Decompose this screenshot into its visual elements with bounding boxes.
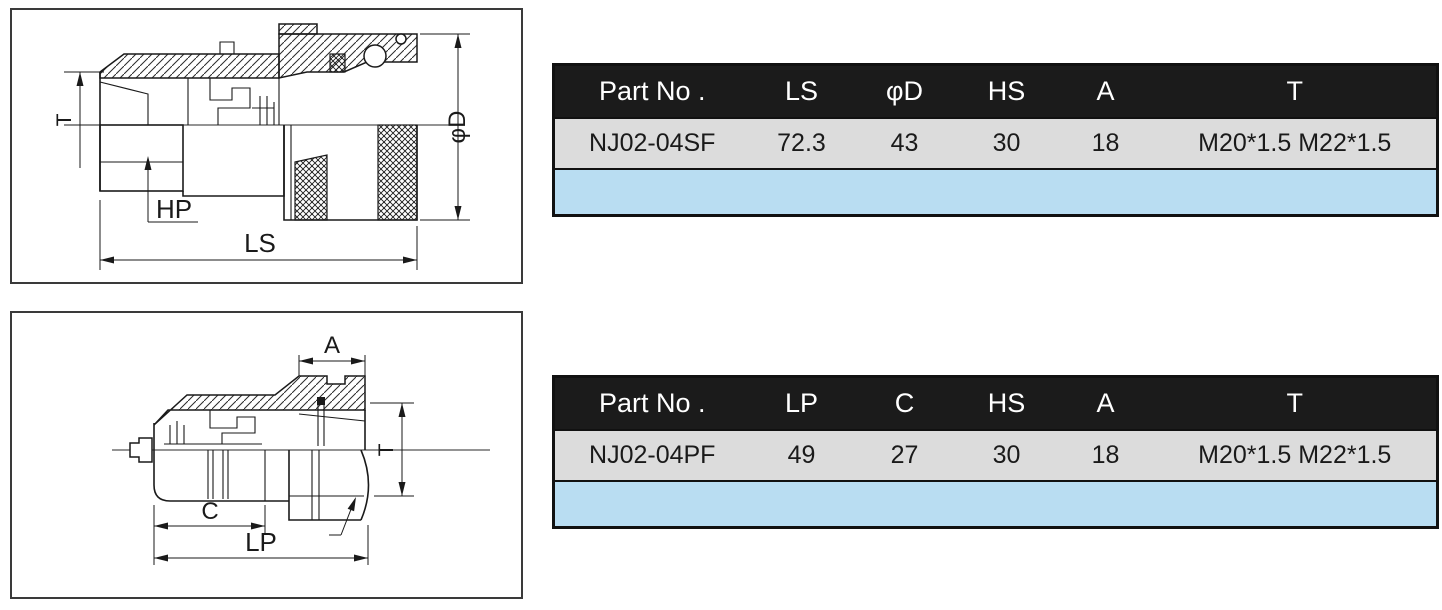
plug-technical-drawing: A T C LP bbox=[112, 332, 490, 565]
socket-col-header-hs: HS bbox=[955, 63, 1058, 119]
socket-dim-phiD: φD bbox=[420, 33, 471, 221]
socket-col-header-t: T bbox=[1153, 63, 1438, 119]
plug-c-value: 27 bbox=[853, 428, 956, 482]
socket-col-header-a: A bbox=[1057, 63, 1154, 119]
socket-dim-HP: HP bbox=[144, 156, 198, 224]
socket-col-header-ls: LS bbox=[749, 63, 854, 119]
dim-label-t2: T bbox=[375, 443, 398, 456]
socket-col-header-part-no: Part No . bbox=[553, 63, 750, 119]
socket-body-outline bbox=[99, 23, 418, 221]
plug-col-header-hs: HS bbox=[955, 375, 1058, 431]
socket-dim-T: T bbox=[53, 71, 104, 168]
plug-col-header-a: A bbox=[1057, 375, 1154, 431]
socket-hs-value: 30 bbox=[955, 116, 1058, 170]
dim-label-ls: LS bbox=[244, 228, 276, 258]
dim-label-hp: HP bbox=[156, 194, 192, 224]
socket-part-no: NJ02-04SF bbox=[553, 116, 750, 170]
plug-lp-value: 49 bbox=[749, 428, 854, 482]
socket-drawing-panel: T HP LS φD bbox=[10, 8, 523, 284]
plug-table-header-row: Part No . LP C HS A T bbox=[553, 375, 1438, 431]
plug-dim-C: C bbox=[153, 498, 266, 565]
socket-table-data-row: NJ02-04SF 72.3 43 30 18 M20*1.5 M22*1.5 bbox=[553, 116, 1438, 170]
plug-table-empty-row bbox=[553, 479, 1438, 529]
plug-col-header-c: C bbox=[853, 375, 956, 431]
plug-dim-A: A bbox=[298, 332, 366, 376]
plug-drawing-panel: A T C LP bbox=[10, 311, 523, 599]
socket-spec-table: Part No . LS φD HS A T NJ02-04SF 72.3 43… bbox=[552, 63, 1439, 217]
dim-label-a: A bbox=[324, 332, 340, 359]
dim-label-phi-d: φD bbox=[444, 111, 471, 144]
socket-table-header-row: Part No . LS φD HS A T bbox=[553, 63, 1438, 119]
plug-col-header-t: T bbox=[1153, 375, 1438, 431]
socket-empty-cell bbox=[553, 167, 1438, 217]
plug-dim-LP: LP bbox=[154, 525, 369, 565]
socket-a-value: 18 bbox=[1057, 116, 1154, 170]
socket-d-value: 43 bbox=[853, 116, 956, 170]
socket-dim-LS: LS bbox=[99, 200, 418, 270]
dim-label-lp: LP bbox=[245, 527, 277, 557]
plug-t-value: M20*1.5 M22*1.5 bbox=[1153, 428, 1438, 482]
plug-hs-value: 30 bbox=[955, 428, 1058, 482]
plug-empty-cell bbox=[553, 479, 1438, 529]
dim-label-c: C bbox=[201, 498, 218, 525]
socket-table-empty-row bbox=[553, 167, 1438, 217]
plug-col-header-part-no: Part No . bbox=[553, 375, 750, 431]
plug-part-no: NJ02-04PF bbox=[553, 428, 750, 482]
plug-dim-T: T bbox=[370, 402, 414, 497]
plug-a-value: 18 bbox=[1057, 428, 1154, 482]
socket-technical-drawing: T HP LS φD bbox=[53, 23, 471, 270]
socket-col-header-phi-d: φD bbox=[853, 63, 956, 119]
dim-label-t: T bbox=[53, 113, 76, 126]
plug-table-data-row: NJ02-04PF 49 27 30 18 M20*1.5 M22*1.5 bbox=[553, 428, 1438, 482]
plug-spec-table: Part No . LP C HS A T NJ02-04PF 49 27 30… bbox=[552, 375, 1439, 529]
plug-leader-arrow bbox=[329, 497, 356, 536]
plug-col-header-lp: LP bbox=[749, 375, 854, 431]
socket-t-value: M20*1.5 M22*1.5 bbox=[1153, 116, 1438, 170]
plug-body-outline bbox=[129, 375, 370, 521]
socket-ls-value: 72.3 bbox=[749, 116, 854, 170]
